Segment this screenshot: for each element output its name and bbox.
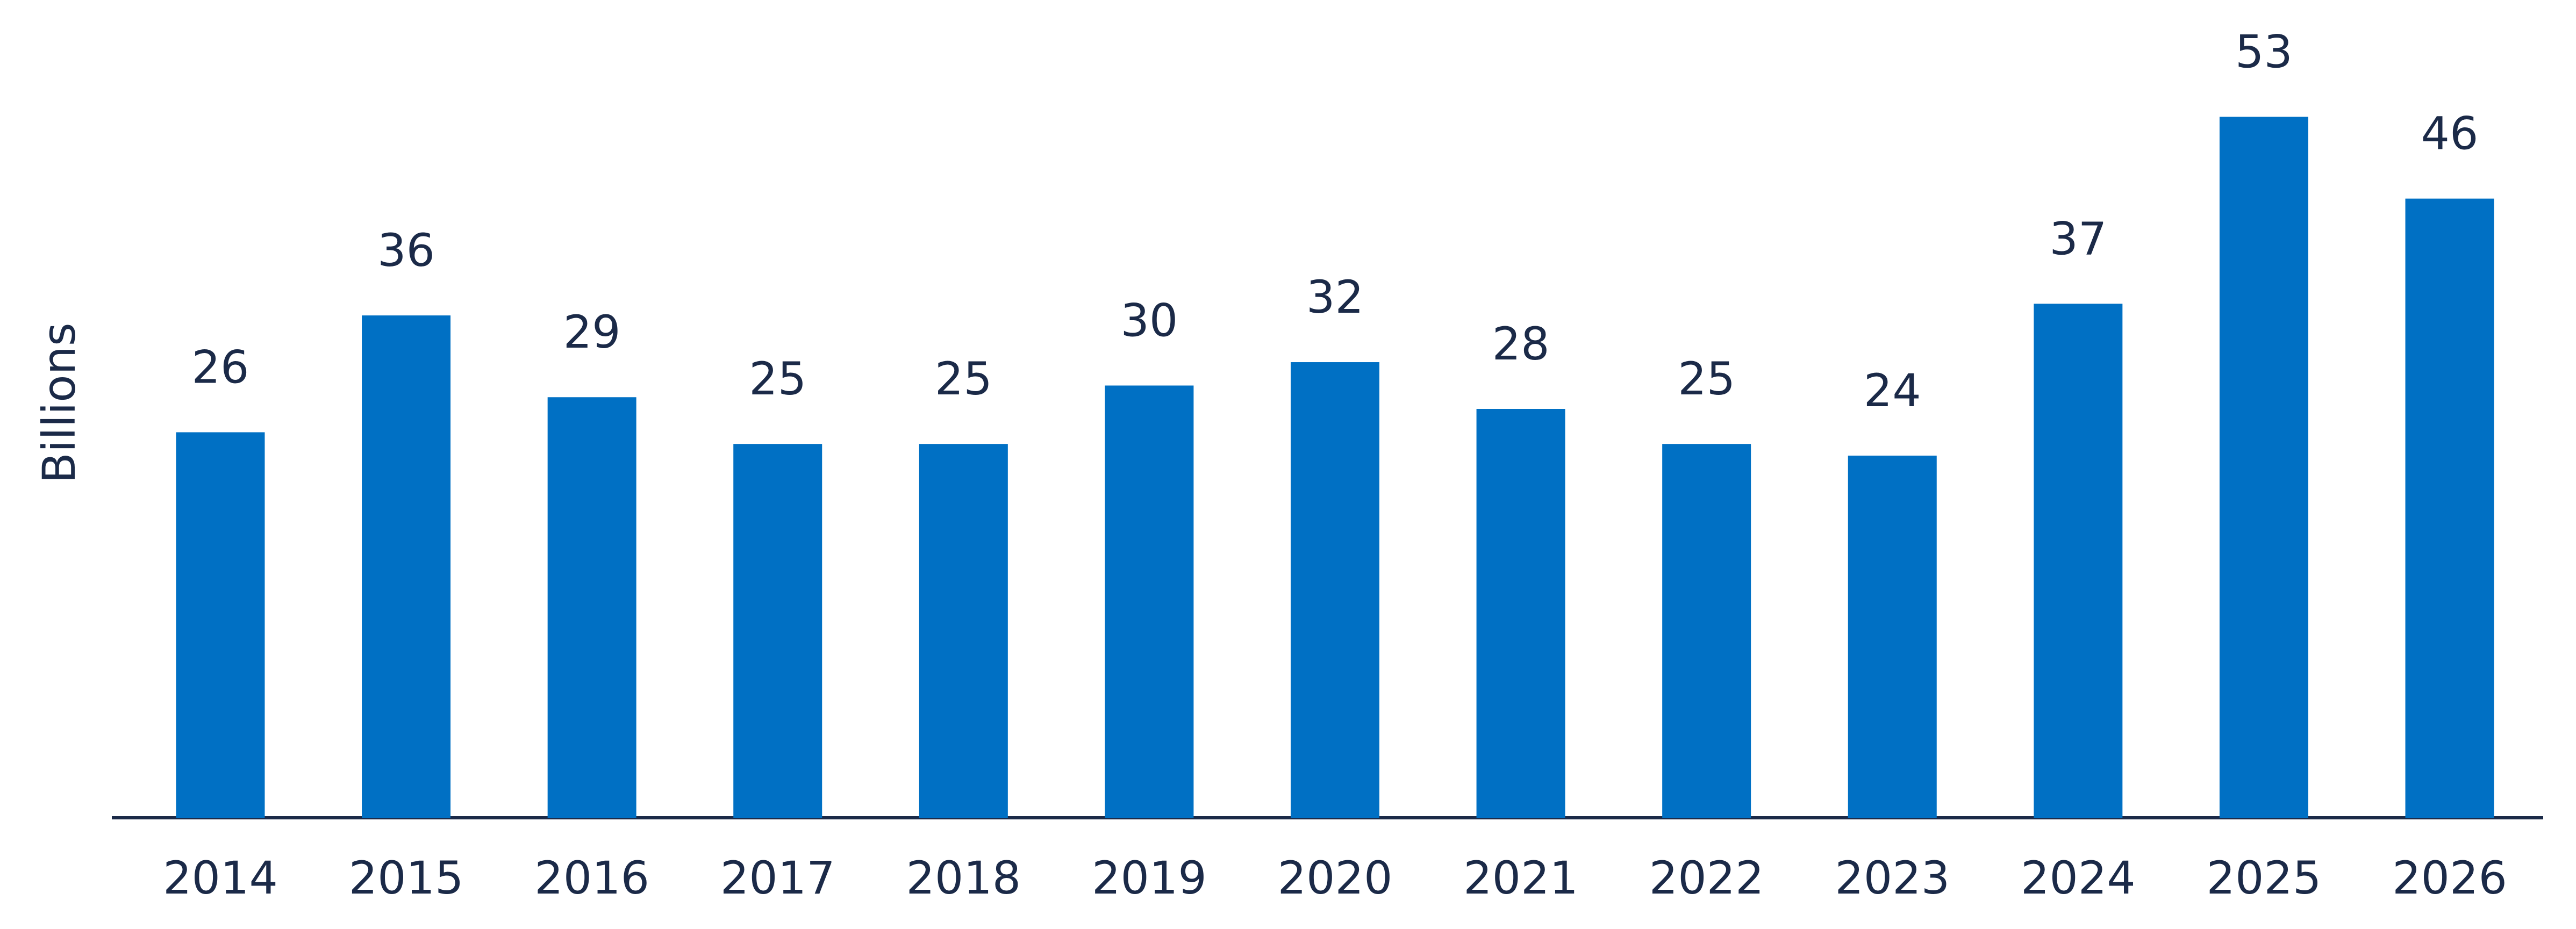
bar [176,432,265,818]
x-tick-label: 2017 [720,852,835,904]
data-label: 26 [192,341,249,393]
bar [733,444,822,818]
x-tick-label: 2014 [163,852,278,904]
x-tick-label: 2018 [906,852,1021,904]
data-label: 25 [749,352,806,405]
data-label: 32 [1306,271,1364,323]
bar [1662,444,1751,818]
bar [2034,304,2123,818]
x-tick-label: 2022 [1649,852,1764,904]
x-tick-label: 2026 [2392,852,2507,904]
x-tick-label: 2019 [1092,852,1207,904]
data-label: 28 [1492,318,1550,370]
x-tick-label: 2020 [1278,852,1393,904]
data-label: 37 [2049,212,2107,265]
bar [1105,385,1194,818]
x-tick-label: 2016 [534,852,649,904]
bar [1291,362,1379,818]
data-label: 30 [1120,294,1178,347]
data-label: 25 [935,352,992,405]
bar [1848,455,1937,818]
data-label: 24 [1864,364,1921,417]
y-axis-label: Billions [33,322,85,483]
x-tick-label: 2025 [2207,852,2322,904]
data-label: 25 [1678,352,1735,405]
bar [919,444,1008,818]
x-tick-label: 2015 [349,852,464,904]
bar [2405,198,2494,818]
x-tick-label: 2024 [2021,852,2136,904]
data-label: 53 [2235,25,2293,78]
x-tick-label: 2023 [1835,852,1950,904]
bar [1476,409,1565,818]
data-label: 46 [2421,107,2479,160]
bar [547,397,636,818]
x-tick-label: 2021 [1463,852,1578,904]
data-label: 29 [563,306,621,358]
data-label: 36 [377,224,435,277]
bar [362,315,451,818]
bar [2219,117,2308,818]
